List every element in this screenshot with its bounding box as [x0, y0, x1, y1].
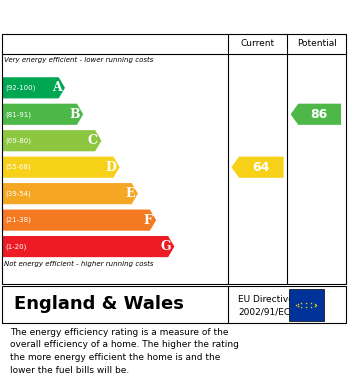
Polygon shape [3, 157, 120, 178]
Text: (81-91): (81-91) [6, 111, 32, 118]
Text: The energy efficiency rating is a measure of the
overall efficiency of a home. T: The energy efficiency rating is a measur… [10, 328, 239, 375]
Text: B: B [69, 108, 80, 121]
Text: A: A [52, 81, 62, 94]
Text: EU Directive: EU Directive [238, 294, 294, 303]
Text: D: D [105, 161, 116, 174]
Text: F: F [144, 213, 153, 227]
Text: 64: 64 [252, 161, 270, 174]
Polygon shape [291, 104, 341, 125]
Text: G: G [160, 240, 171, 253]
Text: Energy Efficiency Rating: Energy Efficiency Rating [10, 9, 232, 24]
Text: Very energy efficient - lower running costs: Very energy efficient - lower running co… [4, 57, 153, 63]
Text: E: E [125, 187, 134, 200]
Text: Potential: Potential [298, 39, 338, 48]
Polygon shape [3, 236, 174, 257]
Text: Not energy efficient - higher running costs: Not energy efficient - higher running co… [4, 261, 154, 267]
Text: (55-68): (55-68) [6, 164, 31, 170]
Bar [289, 289, 324, 321]
Polygon shape [3, 210, 156, 231]
Text: (39-54): (39-54) [6, 190, 31, 197]
Text: (1-20): (1-20) [6, 243, 27, 250]
Polygon shape [3, 77, 65, 99]
Text: (21-38): (21-38) [6, 217, 31, 223]
Text: England & Wales: England & Wales [14, 295, 184, 313]
Polygon shape [3, 104, 83, 125]
Polygon shape [3, 183, 138, 204]
Text: (69-80): (69-80) [6, 138, 32, 144]
Text: 2002/91/EC: 2002/91/EC [238, 307, 291, 316]
Text: Current: Current [240, 39, 275, 48]
Polygon shape [231, 157, 284, 178]
Text: C: C [88, 134, 98, 147]
Text: 86: 86 [311, 108, 328, 121]
Text: (92-100): (92-100) [6, 84, 36, 91]
Polygon shape [3, 130, 101, 151]
